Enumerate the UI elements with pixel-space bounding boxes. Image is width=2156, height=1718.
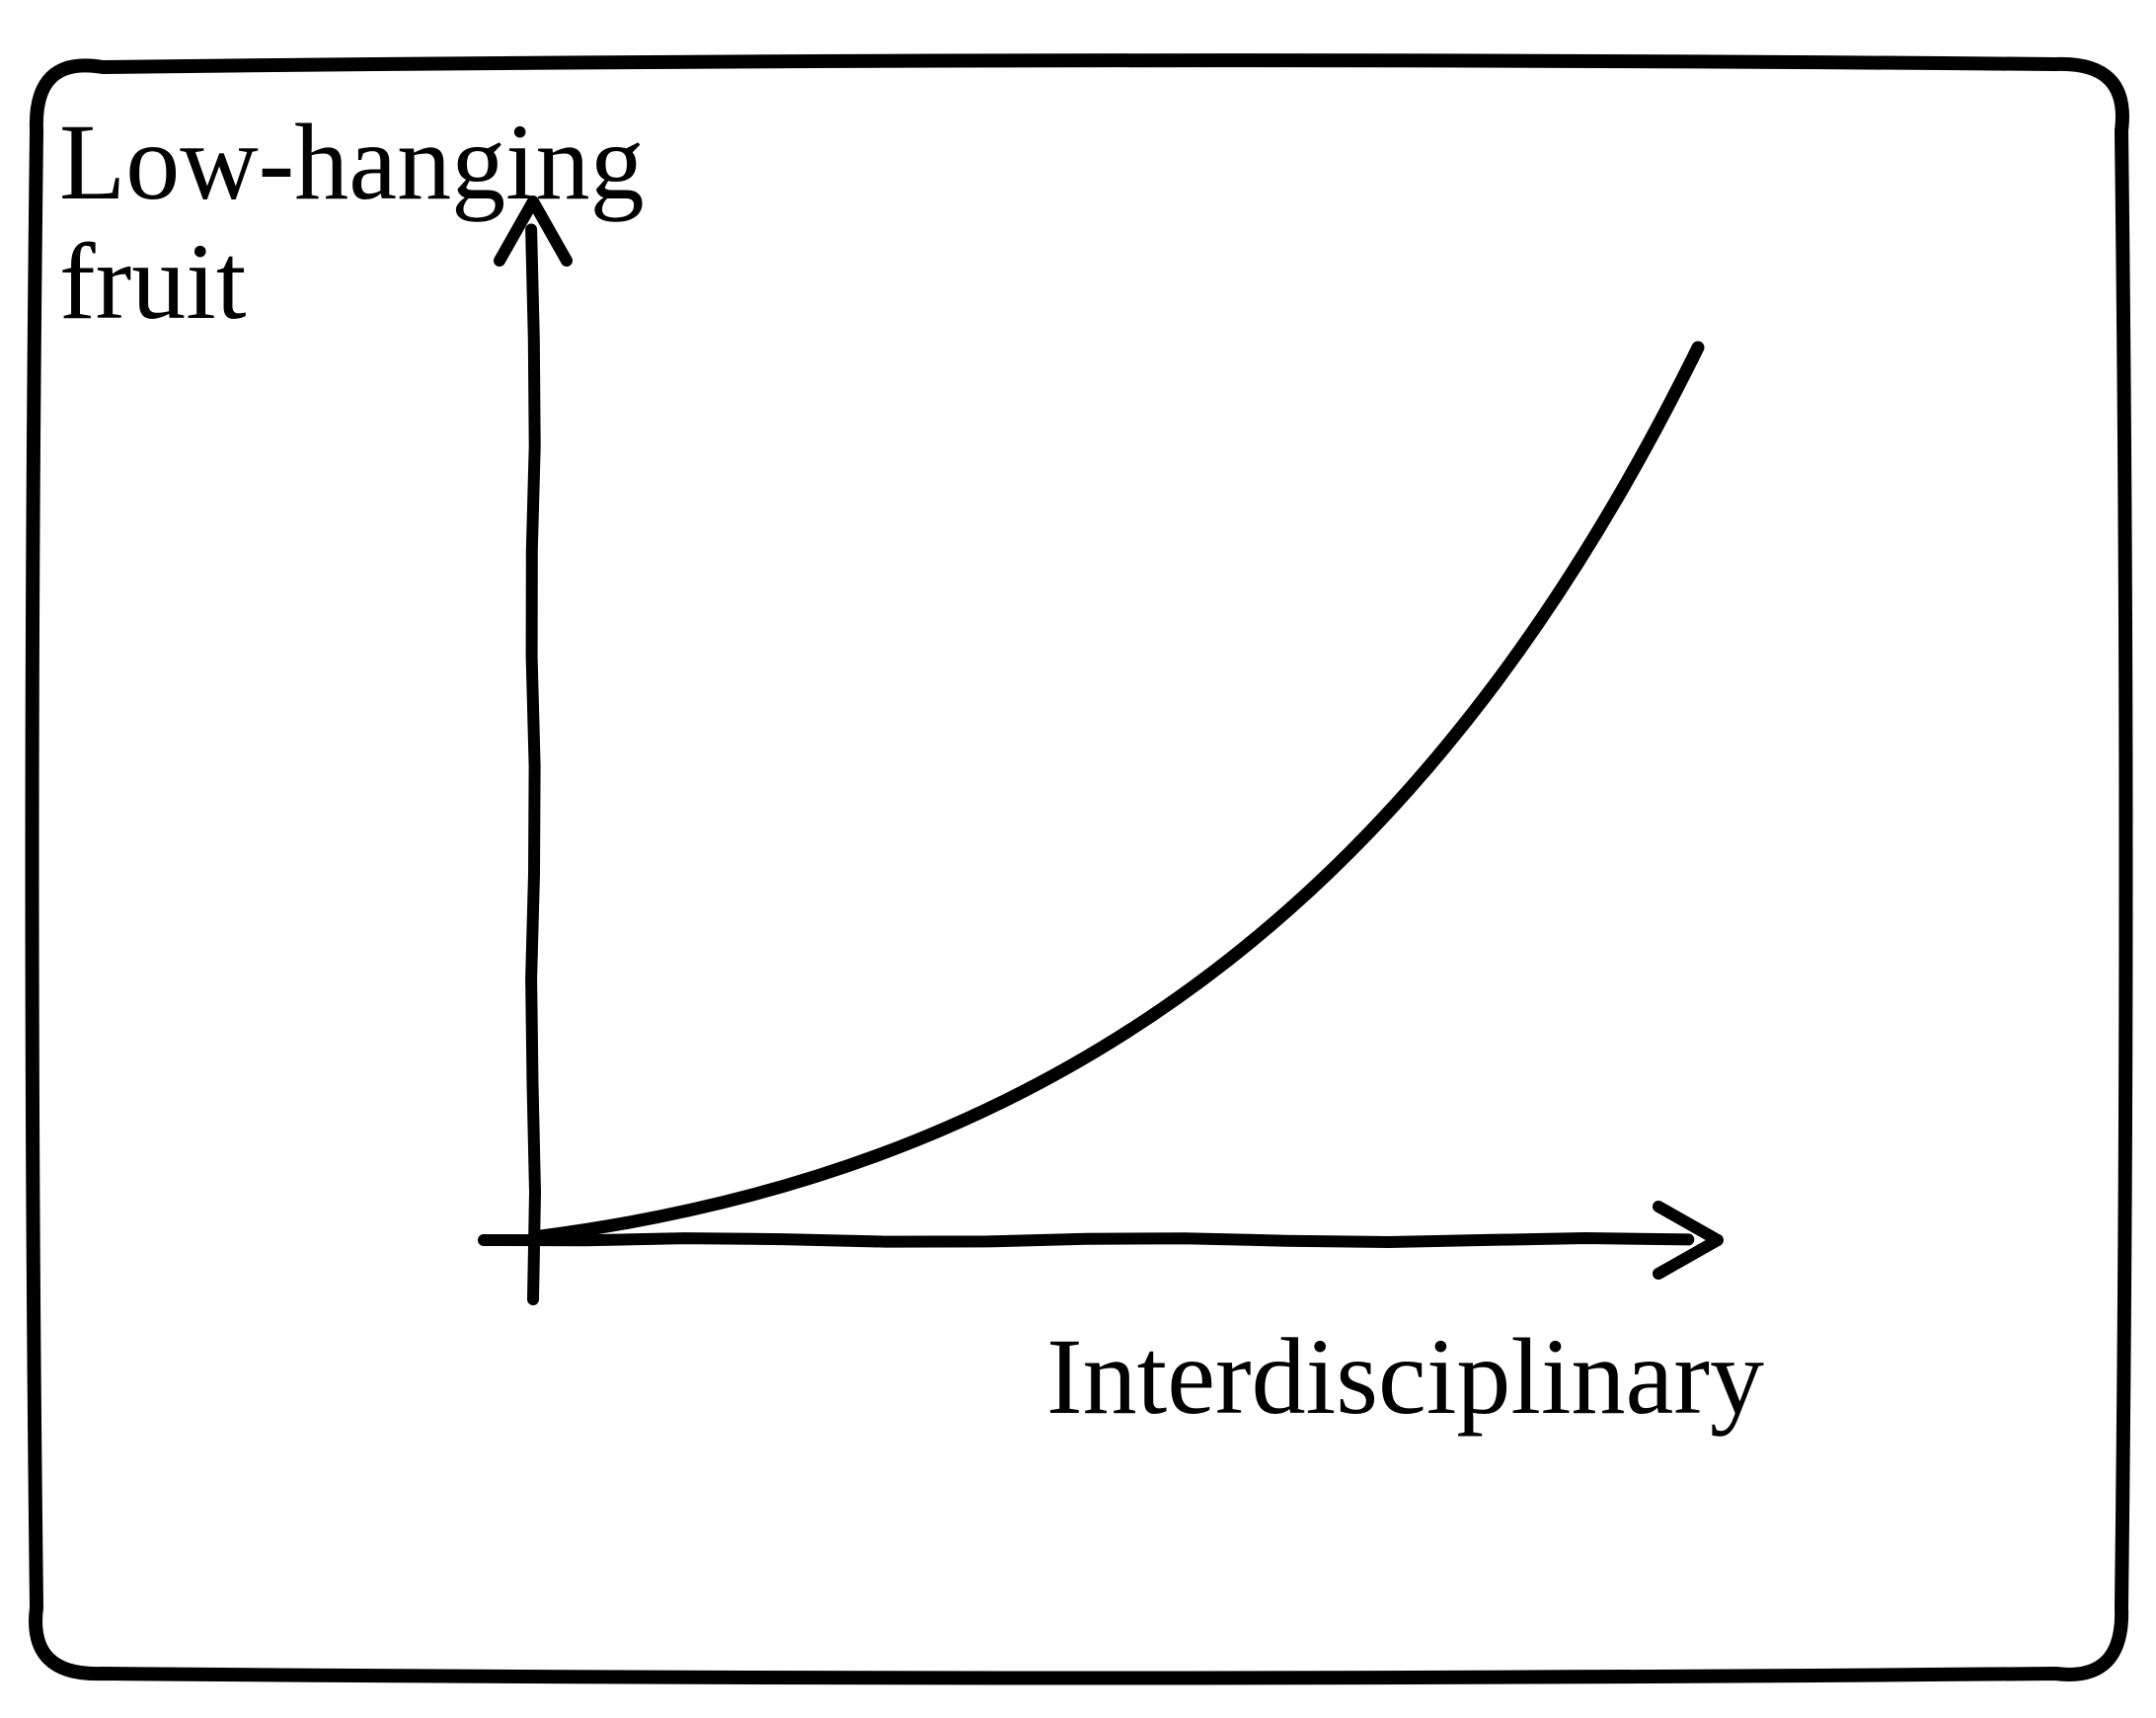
x-axis-label: Interdisciplinary bbox=[1046, 1317, 1764, 1437]
chart-container: Low-hanging fruit Interdisciplinary bbox=[0, 0, 2156, 1718]
y-axis-label: Low-hanging fruit bbox=[59, 103, 645, 342]
